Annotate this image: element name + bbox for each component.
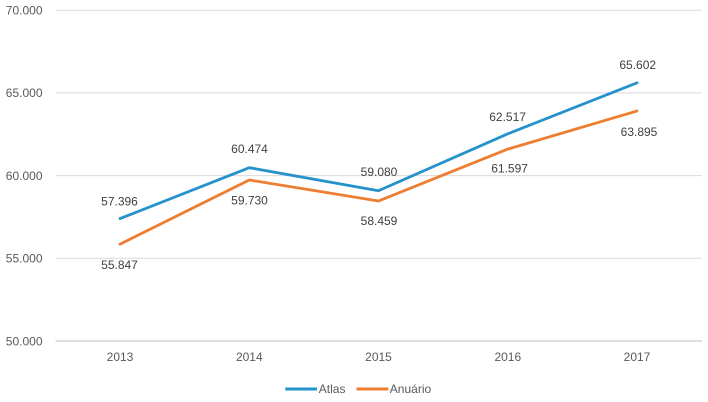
svg-text:65.000: 65.000 <box>6 86 43 100</box>
svg-text:55.847: 55.847 <box>101 258 138 272</box>
svg-text:65.602: 65.602 <box>619 58 656 72</box>
svg-text:Anuário: Anuário <box>390 382 432 396</box>
svg-text:58.459: 58.459 <box>361 214 398 228</box>
svg-text:60.000: 60.000 <box>6 169 43 183</box>
svg-text:62.517: 62.517 <box>489 110 526 124</box>
svg-text:2016: 2016 <box>494 350 521 364</box>
svg-text:59.730: 59.730 <box>231 194 268 208</box>
svg-text:50.000: 50.000 <box>6 334 43 348</box>
svg-text:Atlas: Atlas <box>319 382 346 396</box>
svg-text:2013: 2013 <box>107 350 134 364</box>
svg-text:2015: 2015 <box>365 350 392 364</box>
svg-text:59.080: 59.080 <box>361 165 398 179</box>
svg-text:63.895: 63.895 <box>621 125 658 139</box>
svg-text:55.000: 55.000 <box>6 252 43 266</box>
svg-text:61.597: 61.597 <box>491 162 528 176</box>
svg-text:60.474: 60.474 <box>231 142 268 156</box>
svg-text:70.000: 70.000 <box>6 4 43 18</box>
svg-text:57.396: 57.396 <box>101 194 138 208</box>
svg-text:2017: 2017 <box>624 350 651 364</box>
svg-text:2014: 2014 <box>236 350 263 364</box>
